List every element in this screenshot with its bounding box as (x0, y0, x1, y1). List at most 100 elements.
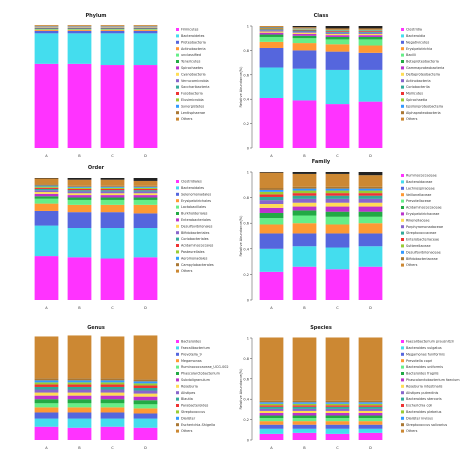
legend-label: Lactobacillales (181, 205, 206, 209)
bar-segment-b-0 (67, 257, 92, 300)
bar-segment-c-5 (100, 399, 125, 404)
bar-segment-b-rest (67, 178, 92, 180)
legend-label: Aeromonadales (181, 256, 208, 260)
bar-segment-c-2 (325, 233, 350, 248)
legend-swatch (176, 352, 179, 356)
bar-segment-d-1 (358, 246, 383, 267)
legend-swatch (176, 378, 179, 382)
bar-segment-b-1 (67, 33, 92, 64)
bar-segment-d-4 (133, 29, 158, 30)
bar-segment-a-8 (259, 408, 284, 411)
bar-segment-b-2 (292, 50, 317, 69)
legend-swatch (401, 250, 404, 254)
bar-segment-b-11 (292, 29, 317, 30)
bar-segment-d-6 (133, 396, 158, 401)
legend-swatch (401, 47, 404, 51)
legend-swatch (176, 111, 179, 115)
bar-segment-b-14 (67, 25, 92, 26)
legend-label: Streptococcaceae (406, 231, 436, 235)
x-tick-label: D (144, 306, 147, 310)
panel-title: Genus (87, 325, 105, 331)
legend-label: Bacteroidales (181, 186, 204, 190)
bar-segment-a-7 (259, 410, 284, 413)
bar-segment-a-2 (34, 30, 59, 34)
bar-segment-c-0 (325, 433, 350, 440)
bar-segment-c-9 (325, 406, 350, 409)
bar-segment-b-9 (292, 195, 317, 199)
legend-label: Erysipelotrichaceae (406, 212, 439, 216)
legend-swatch (176, 104, 179, 108)
bar-segment-a-1 (34, 418, 59, 427)
bar-segment-d-6 (358, 35, 383, 37)
legend-label: Porphyromonadaceae (406, 225, 443, 229)
legend-swatch (401, 238, 404, 241)
legend-swatch (401, 92, 404, 95)
bar-segment-d-14 (358, 175, 383, 187)
bar-segment-a-13 (34, 378, 59, 381)
bar-segment-c-11 (325, 190, 350, 194)
bar-segment-a-3 (259, 41, 284, 48)
bar-segment-c-12 (100, 186, 125, 188)
legend-label: Lachnospiraceae (406, 186, 435, 190)
bar-segment-b-4 (292, 215, 317, 224)
legend-label: Bacteroides plebeius (406, 410, 442, 414)
bar-segment-a-5 (259, 415, 284, 419)
legend-swatch (401, 352, 404, 356)
legend-label: Tenericutes (180, 60, 201, 64)
legend-swatch (401, 391, 404, 395)
bar-segment-d-9 (133, 190, 158, 192)
legend-swatch (401, 429, 404, 433)
bar-segment-b-11 (292, 403, 317, 406)
bar-segment-a-14 (259, 26, 284, 27)
bar-segment-a-4 (259, 218, 284, 225)
legend-swatch (401, 263, 404, 267)
legend-label: Others (181, 269, 193, 273)
bar-segment-a-14 (34, 178, 59, 185)
bar-segment-a-0 (34, 256, 59, 300)
legend-swatch (176, 92, 179, 95)
legend-swatch (401, 199, 404, 203)
bar-segment-d-10 (358, 193, 383, 196)
bar-segment-a-10 (259, 28, 284, 30)
legend-label: Others (181, 117, 193, 121)
panel-genus: Genus A B C D Bacteroides Faecalibacterium Prev… (34, 325, 229, 450)
bar-segment-b-10 (67, 384, 92, 387)
legend-swatch (401, 60, 404, 63)
bar-segment-d-9 (358, 31, 383, 33)
bar-segment-b-5 (292, 415, 317, 419)
bar-segment-b-2 (292, 424, 317, 429)
bar-segment-a-13 (259, 400, 284, 403)
bar-segment-d-10 (133, 385, 158, 388)
bar-segment-b-6 (67, 395, 92, 400)
bar-segment-c-2 (325, 51, 350, 70)
legend-label: Prevotella copri (406, 359, 432, 363)
legend-swatch (401, 40, 404, 44)
y-axis-label: Relative Abundance(%) (239, 66, 243, 108)
bar-segment-d-1 (133, 33, 158, 66)
bar-segment-b-9 (292, 406, 317, 409)
legend-label: Desulfovibrionaceae (406, 250, 441, 254)
bar-segment-b-11 (292, 190, 317, 194)
bar-segment-a-9 (259, 406, 284, 409)
bar-segment-a-0 (34, 63, 59, 148)
bar-segment-a-2 (259, 233, 284, 249)
bar-segment-d-11 (133, 383, 158, 386)
bar-segment-a-1 (259, 428, 284, 434)
x-tick-label: D (369, 446, 372, 450)
bar-segment-d-4 (358, 216, 383, 224)
bar-segment-d-13 (133, 185, 158, 187)
legend-swatch (401, 111, 404, 115)
bar-segment-d-10 (133, 188, 158, 191)
legend-swatch (401, 372, 404, 375)
x-tick-label: C (111, 306, 114, 310)
bar-segment-d-3 (358, 45, 383, 53)
bar-segment-d-rest (358, 26, 383, 29)
bar-segment-c-5 (325, 415, 350, 419)
legend-label: Roseburia intestinalis (406, 384, 443, 388)
x-tick-label: B (303, 154, 306, 158)
legend-label: Epsilonproteobacteria (406, 104, 443, 108)
legend-label: Escherichia coli (406, 404, 432, 408)
bar-segment-c-9 (325, 195, 350, 199)
legend-swatch (401, 397, 404, 401)
